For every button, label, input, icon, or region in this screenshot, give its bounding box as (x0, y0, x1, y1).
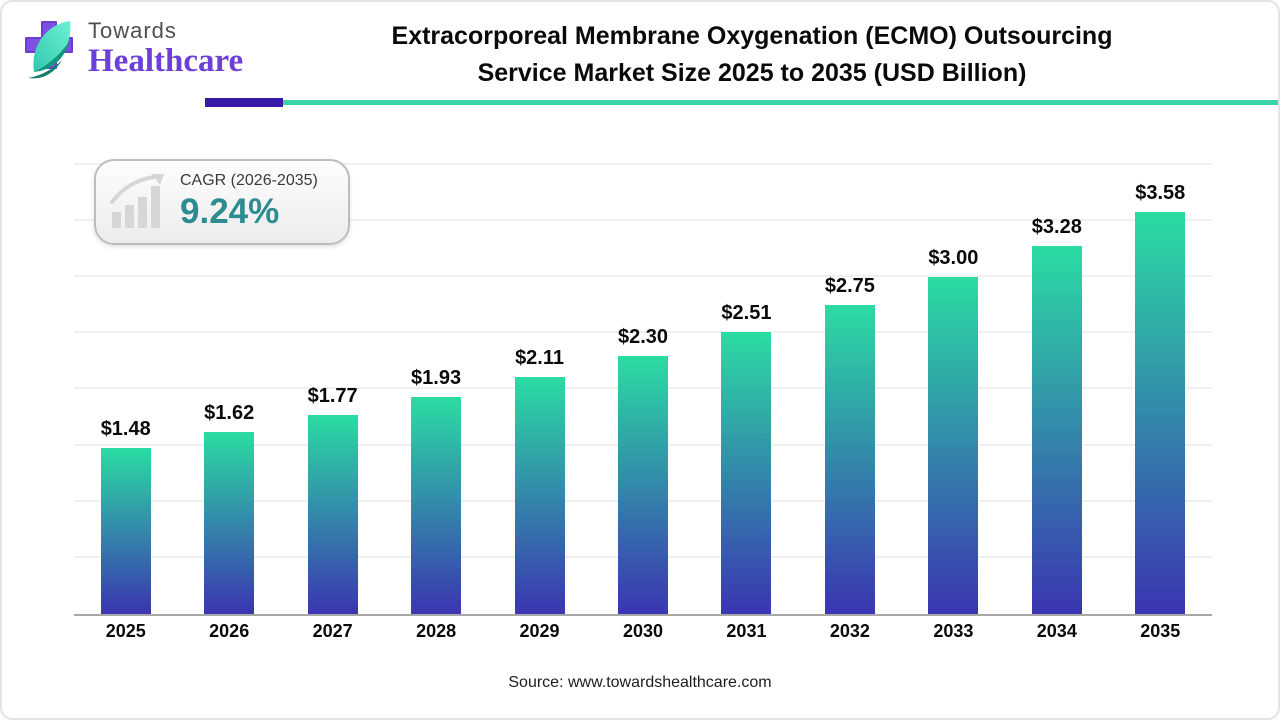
plot-area: $1.48 $1.62 $1.77 $1.93 $2.11 $2.30 $2.51 $2.75… (74, 139, 1212, 616)
bar-value-label: $3.58 (1135, 182, 1186, 204)
page-title-line1: Extracorporeal Membrane Oxygenation (ECM… (391, 22, 1113, 50)
bar-slot: $2.75 (798, 139, 901, 614)
bar-2025 (100, 447, 151, 614)
bars-row: $1.48 $1.62 $1.77 $1.93 $2.11 $2.30 $2.51 $2.75… (74, 139, 1212, 614)
bar-slot: $1.77 (281, 139, 384, 614)
x-tick-label: 2033 (933, 621, 974, 641)
source-text: Source: www.towardshealthcare.com (508, 674, 772, 691)
x-tick-label: 2035 (1140, 621, 1181, 641)
x-tick-label: 2032 (829, 621, 870, 641)
bar-slot: $1.48 (74, 139, 177, 614)
page-title: Extracorporeal Membrane Oxygenation (ECM… (292, 18, 1212, 92)
x-tick-label: 2026 (209, 621, 250, 641)
bar-2027 (307, 415, 358, 614)
gridline (74, 218, 1212, 221)
header-rule-teal (283, 100, 1278, 105)
gridline (74, 275, 1212, 278)
x-tick-label: 2034 (1036, 621, 1077, 641)
bar-value-label: $3.28 (1031, 215, 1082, 238)
x-tick-label: 2031 (726, 621, 767, 641)
gridline (74, 162, 1212, 165)
cagr-badge: CAGR (2026-2035) 9.24% (94, 159, 350, 245)
bar-slot: $3.58 (1109, 139, 1212, 614)
cagr-text: CAGR (2026-2035) 9.24% (180, 172, 318, 232)
x-tick-label: 2025 (105, 621, 146, 641)
bar-value-label: $2.75 (824, 275, 875, 298)
gridline (74, 331, 1212, 334)
page-title-line2: Service Market Size 2025 to 2035 (USD Bi… (477, 59, 1027, 87)
bar-value-label: $3.00 (928, 247, 979, 270)
bar-slot: $2.11 (488, 139, 591, 614)
cagr-value: 9.24% (180, 192, 280, 231)
bar-slot: $1.62 (177, 139, 280, 614)
bar-slot: $2.30 (591, 139, 694, 614)
x-tick-label: 2030 (622, 621, 664, 641)
bar-2026 (204, 432, 255, 614)
bar-2032 (824, 305, 875, 614)
x-axis-labels: 2025 2026 2027 2028 2029 2030 2031 2032 2033 2034… (74, 621, 1212, 642)
bar-value-label: $1.93 (411, 367, 462, 390)
cagr-label: CAGR (2026-2035) (180, 172, 318, 189)
brand-logo: Towards Healthcare (18, 14, 243, 86)
bar-2028 (411, 397, 462, 614)
bar-value-label: $1.48 (100, 417, 151, 440)
bar-slot: $3.28 (1005, 139, 1108, 614)
cross-leaf-logo-icon (25, 21, 73, 79)
x-tick-label: 2027 (312, 621, 353, 641)
growth-chart-icon (110, 174, 164, 228)
brand-bottom-text: Healthcare (88, 43, 244, 79)
bar-value-label: $1.62 (204, 402, 255, 425)
brand-wordmark: Towards Healthcare (88, 20, 243, 78)
bar-value-label: $2.51 (721, 302, 772, 325)
bar-value-label: $2.11 (515, 347, 565, 370)
bar-2035 (1135, 212, 1186, 614)
bar-2029 (514, 377, 565, 614)
bar-2031 (721, 332, 772, 614)
bar-slot: $3.00 (902, 139, 1005, 614)
x-axis-line (74, 614, 1212, 616)
bar-2034 (1031, 245, 1082, 614)
bar-slot: $2.51 (695, 139, 798, 614)
bar-value-label: $2.30 (617, 325, 669, 348)
brand-top-text: Towards (88, 18, 177, 43)
bar-2030 (617, 355, 668, 614)
bar-value-label: $1.77 (307, 385, 358, 408)
x-tick-label: 2028 (416, 621, 457, 641)
bar-2033 (928, 277, 979, 614)
bar-slot: $1.93 (384, 139, 487, 614)
x-tick-label: 2029 (519, 621, 560, 641)
header-rule-indigo (205, 98, 283, 107)
